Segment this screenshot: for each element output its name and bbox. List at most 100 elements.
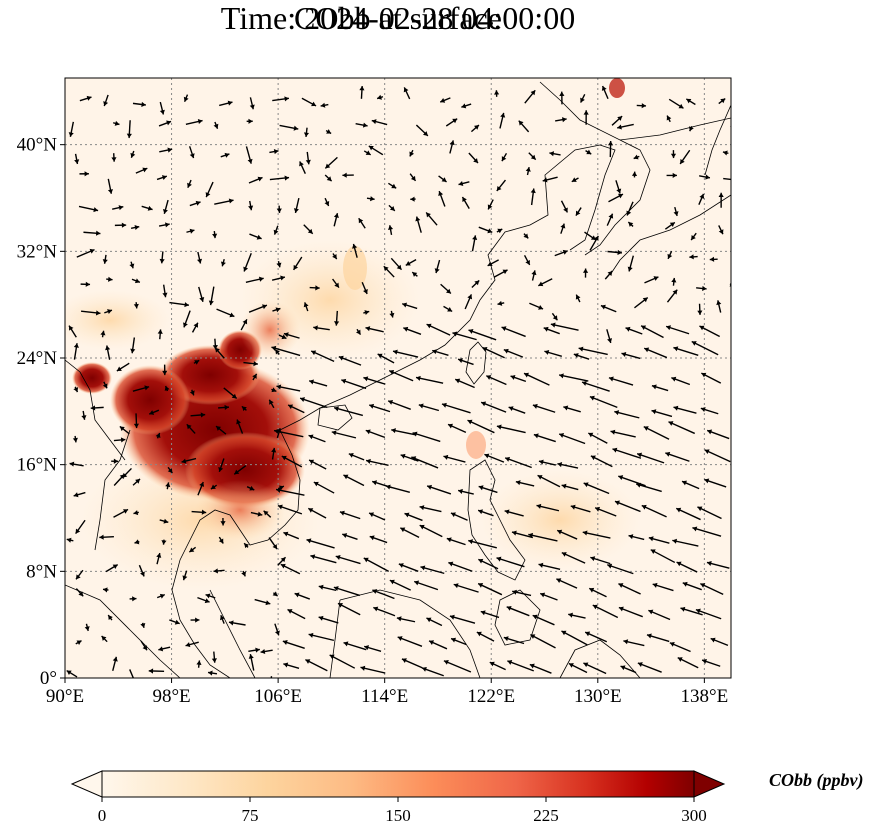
wind-arrow — [618, 606, 643, 618]
wind-arrow — [111, 153, 117, 162]
wind-arrow — [361, 281, 368, 295]
wind-arrow — [676, 561, 698, 573]
wind-arrow — [356, 328, 362, 336]
wind-arrow — [191, 509, 207, 515]
wind-arrow — [568, 662, 588, 674]
wind-arrow — [696, 285, 707, 292]
wind-arrow — [363, 150, 372, 156]
wind-arrow — [640, 325, 664, 339]
wind-arrow — [664, 221, 676, 230]
wind-arrow — [220, 517, 226, 526]
wind-arrow — [410, 196, 416, 202]
wind-arrow — [542, 176, 558, 183]
wind-arrow — [162, 284, 168, 298]
wind-arrow — [573, 353, 590, 360]
wind-arrow — [130, 150, 136, 159]
wind-arrow — [211, 651, 217, 663]
wind-arrow — [722, 150, 729, 156]
wind-arrow — [585, 149, 592, 155]
wind-arrow — [348, 452, 365, 461]
wind-arrow — [271, 275, 286, 281]
wind-arrow — [537, 474, 561, 488]
wind-arrow — [400, 527, 420, 539]
wind-arrow — [90, 405, 104, 411]
wind-arrow — [271, 387, 277, 393]
wind-arrow — [486, 375, 507, 386]
wind-arrow — [471, 235, 478, 252]
wind-arrow — [308, 632, 335, 642]
wind-arrow — [482, 346, 505, 359]
wind-arrow — [271, 345, 301, 357]
wind-arrow — [158, 120, 172, 127]
wind-arrow — [671, 277, 677, 286]
wind-arrow — [415, 375, 444, 384]
wind-arrow — [608, 376, 634, 386]
wind-arrow — [675, 507, 701, 521]
wind-arrow — [342, 533, 358, 541]
wind-arrow — [620, 665, 637, 674]
wind-arrow — [308, 459, 327, 470]
wind-arrow — [129, 596, 137, 602]
wind-arrow — [412, 431, 441, 443]
wind-arrow — [560, 200, 569, 213]
wind-arrow — [608, 193, 624, 203]
wind-arrow — [294, 592, 311, 600]
wind-arrow — [342, 172, 354, 178]
wind-arrow — [637, 662, 662, 673]
wind-arrow — [425, 212, 438, 226]
wind-arrow — [439, 97, 451, 103]
wind-arrow — [158, 222, 170, 228]
wind-arrow — [441, 402, 471, 414]
wind-arrow — [368, 145, 384, 156]
wind-arrow — [487, 259, 499, 267]
wind-arrow — [450, 637, 467, 646]
wind-arrow — [293, 197, 300, 214]
wind-arrow — [666, 172, 677, 178]
wind-arrow — [207, 670, 218, 676]
wind-arrow — [446, 537, 466, 546]
wind-arrow — [299, 161, 306, 175]
wind-arrow — [216, 308, 235, 318]
wind-arrow — [105, 564, 119, 573]
wind-arrow — [287, 608, 306, 620]
wind-arrow — [506, 605, 530, 617]
wind-arrow — [250, 511, 263, 517]
wind-arrow — [666, 115, 672, 123]
wind-arrow — [78, 205, 99, 213]
wind-arrow — [358, 217, 366, 229]
wind-arrow — [530, 188, 536, 206]
wind-arrow — [106, 276, 113, 282]
wind-arrow — [373, 606, 396, 617]
wind-arrow — [313, 481, 335, 494]
wind-arrow — [544, 349, 563, 357]
wind-arrow — [73, 386, 79, 393]
wind-arrow — [75, 588, 84, 597]
wind-arrow — [556, 578, 578, 589]
wind-arrow — [107, 178, 113, 194]
wind-arrow — [618, 475, 646, 487]
wind-arrow — [132, 478, 141, 486]
wind-arrow — [634, 296, 649, 309]
wind-arrow — [504, 456, 532, 469]
wind-arrow — [268, 399, 275, 409]
wind-arrow — [636, 103, 647, 109]
wind-arrow — [615, 180, 622, 194]
wind-arrow — [205, 593, 216, 599]
wind-arrow — [583, 482, 610, 495]
wind-arrow — [188, 546, 197, 553]
wind-arrow — [504, 509, 524, 517]
wind-arrow — [254, 598, 271, 606]
wind-arrow — [277, 485, 285, 491]
wind-arrow — [243, 361, 258, 367]
wind-arrow — [332, 253, 338, 260]
wind-arrow — [457, 488, 474, 495]
wind-arrow — [633, 154, 640, 160]
wind-arrow — [432, 349, 449, 357]
wind-arrow — [415, 216, 422, 233]
wind-arrow — [682, 581, 702, 591]
wind-arrow — [390, 257, 403, 271]
wind-arrow — [113, 437, 126, 443]
wind-arrow — [75, 519, 86, 535]
wind-arrow — [631, 171, 638, 178]
